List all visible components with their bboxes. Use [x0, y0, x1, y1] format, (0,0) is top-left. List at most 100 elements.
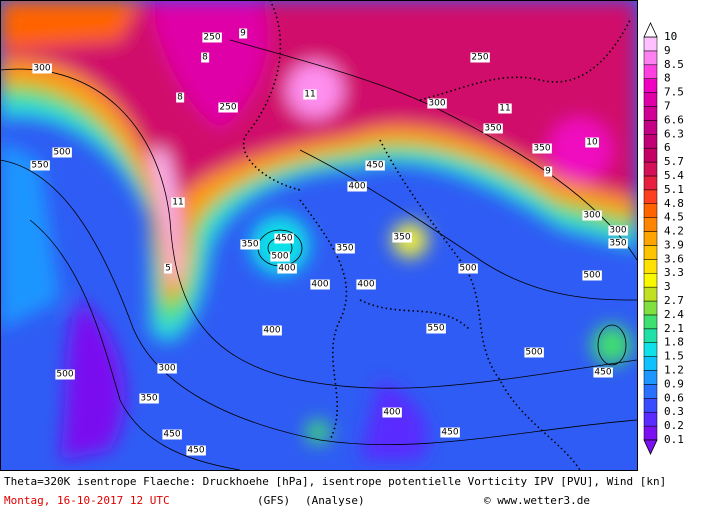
isobars [0, 39, 637, 470]
colorbar-label: 4.2 [664, 225, 684, 238]
contour-label: 350 [484, 124, 501, 134]
colorbar-band [643, 425, 658, 441]
contour-label-box [483, 123, 503, 134]
caption-run: (Analyse) [305, 494, 365, 507]
contour-label-box [139, 393, 159, 404]
colorbar: 0.10.20.30.60.91.21.51.82.12.42.733.33.6… [643, 22, 684, 455]
contour-label-box [186, 445, 206, 456]
contour-label: 550 [427, 324, 444, 334]
colorbar-band [643, 272, 658, 288]
colorbar-band [643, 384, 658, 399]
contour-label-box [426, 323, 446, 334]
contour-label: 450 [275, 234, 292, 244]
contour-label: 500 [56, 370, 73, 380]
contour-label-box [392, 232, 412, 243]
colorbar-label: 6 [664, 141, 671, 154]
colorbar-label: 1.5 [664, 350, 684, 363]
colorbar-band [643, 342, 658, 357]
colorbar-band [643, 120, 658, 135]
ipv-field [0, 0, 637, 460]
contour-label-box [470, 52, 490, 63]
contour-label: 11 [172, 198, 183, 208]
caption-date: Montag, 16-10-2017 12 UTC [4, 494, 170, 507]
contour-label-box [582, 210, 602, 221]
contour-label-box [157, 363, 177, 374]
colorbar-band [643, 78, 658, 93]
colorbar-label: 2.4 [664, 308, 684, 321]
contour-label: 500 [271, 252, 288, 262]
contour-label-box [356, 279, 376, 290]
colorbar-band [643, 203, 658, 218]
contour-label-box [274, 233, 294, 244]
contour-label-box [382, 407, 402, 418]
contour-label-box [277, 263, 297, 274]
borders [243, 0, 631, 470]
colorbar-label: 5.1 [664, 183, 684, 196]
colorbar-band [643, 245, 658, 260]
contour-label: 450 [163, 430, 180, 440]
colorbar-band [643, 106, 658, 121]
contour-label: 10 [586, 138, 598, 148]
colorbar-band [643, 92, 658, 107]
contour-label: 350 [241, 240, 258, 250]
contour-label: 8 [202, 53, 208, 63]
caption-line: Theta=320K isentrope Flaeche: Druckhoehe… [4, 475, 666, 488]
colorbar-band [643, 300, 658, 316]
contour-label: 11 [304, 90, 315, 100]
contour-label: 400 [357, 280, 374, 290]
colorbar-label: 10 [664, 30, 677, 43]
contour-label-box [427, 98, 447, 109]
contour-label: 400 [311, 280, 328, 290]
contour-label: 250 [219, 103, 236, 113]
contour-label-box [582, 270, 602, 281]
colorbar-label: 9 [664, 44, 671, 57]
contour-label: 350 [533, 144, 550, 154]
colorbar-bottom-arrow [643, 439, 658, 455]
colorbar-band [643, 175, 658, 191]
contour-label-box [55, 369, 75, 380]
colorbar-label: 1.2 [664, 364, 684, 377]
contour-label-box [303, 89, 317, 100]
colorbar-band [643, 356, 658, 371]
contour-label-box [440, 427, 460, 438]
colorbar-band [643, 286, 658, 302]
contour-label: 300 [158, 364, 175, 374]
colorbar-label: 0.1 [664, 433, 684, 446]
contour-label: 300 [609, 226, 626, 236]
contour-label: 400 [383, 408, 400, 418]
colorbar-band [643, 147, 658, 163]
contour-label-box [239, 28, 248, 39]
contour-label-box [498, 103, 512, 114]
contour-label-box [32, 63, 52, 74]
contour-label: 9 [240, 29, 246, 39]
contour-label: 550 [31, 161, 48, 171]
colorbar-label: 7.5 [664, 86, 684, 99]
contour-label: 5 [165, 264, 171, 274]
colorbar-band [643, 217, 658, 232]
contour-label-box [458, 263, 478, 274]
contour-label: 400 [348, 182, 365, 192]
contour-label-box [365, 160, 385, 171]
colorbar-label: 0.2 [664, 419, 684, 432]
contour-label-box [262, 325, 282, 336]
contour-label: 300 [583, 211, 600, 221]
contour-label-box [270, 251, 290, 262]
colorbar-label: 2.1 [664, 322, 684, 335]
colorbar-label: 2.7 [664, 294, 684, 307]
map-frame [0, 0, 638, 471]
contour-label-box [218, 102, 238, 113]
contour-label-box [544, 166, 553, 177]
contour-label: 500 [525, 348, 542, 358]
contour-label: 350 [609, 239, 626, 249]
contour-label-box [532, 143, 552, 154]
contour-label: 9 [545, 167, 551, 177]
contour-label: 350 [336, 244, 353, 254]
colorbar-label: 5.7 [664, 155, 684, 168]
contour-label-box [171, 197, 185, 208]
colorbar-label: 3.3 [664, 266, 684, 279]
contour-label: 300 [428, 99, 445, 109]
contour-label: 300 [33, 64, 50, 74]
colorbar-label: 3.9 [664, 238, 684, 251]
colorbar-band [643, 328, 658, 343]
